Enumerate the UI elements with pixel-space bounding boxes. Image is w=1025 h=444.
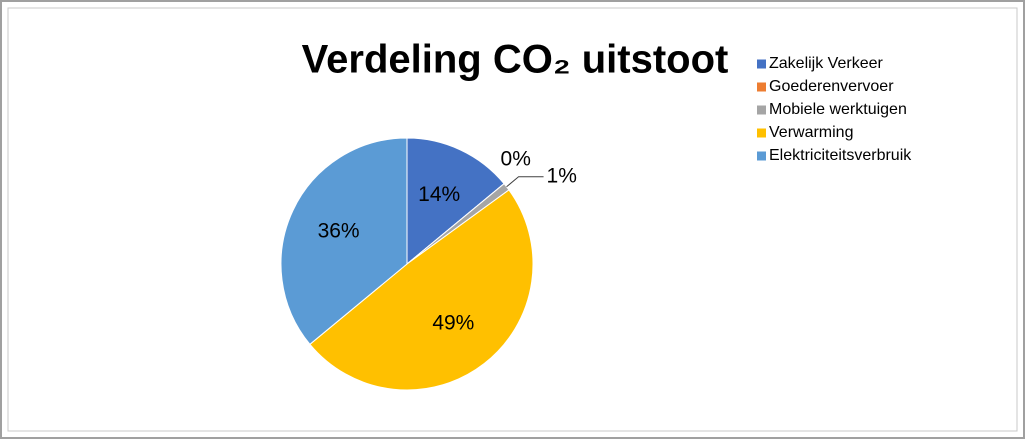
- data-label: 49%: [432, 311, 474, 334]
- chart-title: Verdeling CO₂ uitstoot: [302, 38, 729, 82]
- legend-swatch: [757, 105, 766, 115]
- legend-swatch: [757, 59, 766, 69]
- legend-label: Elektriciteitsverbruik: [769, 147, 912, 164]
- data-label: 36%: [318, 219, 360, 242]
- legend-label: Verwarming: [769, 124, 853, 141]
- legend-swatch: [757, 128, 766, 138]
- legend-label: Goederenvervoer: [769, 78, 894, 95]
- legend-swatch: [757, 82, 766, 92]
- legend-label: Mobiele werktuigen: [769, 101, 907, 118]
- data-label: 0%: [501, 148, 531, 171]
- leader-line: [506, 176, 544, 188]
- legend-swatch: [757, 151, 766, 161]
- inner-frame: [7, 7, 1018, 432]
- pie-slice: [406, 137, 505, 266]
- data-label: 14%: [418, 183, 460, 206]
- pie-slice: [309, 189, 534, 391]
- legend-label: Zakelijk Verkeer: [769, 55, 883, 72]
- pie-slice: [280, 137, 408, 346]
- data-label: 1%: [547, 164, 577, 187]
